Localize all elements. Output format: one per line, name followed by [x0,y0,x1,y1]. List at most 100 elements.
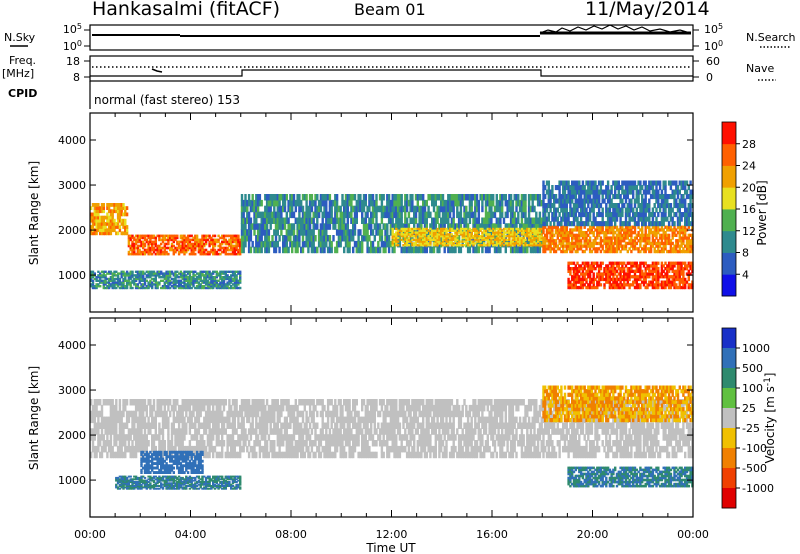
data-cell [194,281,197,284]
data-cell [124,276,127,279]
data-cell [461,231,464,234]
data-cell [230,276,233,279]
data-cell [470,242,473,245]
data-cell [685,194,689,200]
data-cell [353,240,357,248]
data-cell [664,207,667,213]
data-cell [572,241,576,246]
data-cell [147,286,150,290]
data-cell [637,231,640,235]
data-cell [676,194,680,200]
data-cell [405,223,409,230]
data-cell [617,247,620,251]
data-cell [172,236,175,240]
data-cell [438,240,441,243]
data-cell [188,281,192,284]
data-cell [667,194,671,200]
data-cell [660,228,664,232]
data-cell [90,212,93,217]
data-cell [169,286,172,290]
data-cell [578,239,581,243]
data-cell [524,223,527,230]
data-cell [678,221,681,227]
data-cell [404,246,407,254]
data-cell [239,270,242,273]
data-cell [540,244,543,247]
data-cell [402,244,405,247]
data-cell [675,272,678,276]
data-cell [579,239,583,243]
data-cell [641,275,644,279]
data-cell [203,270,206,273]
data-cell [669,285,673,290]
data-cell [596,247,599,251]
data-cell [501,242,504,245]
data-cell [371,211,375,219]
data-cell [256,240,260,248]
data-cell [296,229,299,236]
data-cell [267,229,271,236]
data-cell [468,238,472,241]
data-cell [300,246,303,254]
data-cell [592,233,595,237]
data-cell [605,231,608,235]
data-cell [195,276,199,279]
data-cell [472,236,475,240]
data-cell [300,223,303,230]
data-cell [563,194,567,200]
data-cell [639,189,642,195]
data-cell [414,227,418,231]
data-cell [508,233,511,236]
data-cell [221,277,224,281]
data-cell [414,242,418,245]
data-cell [129,286,132,290]
data-cell [619,272,622,276]
freq-panel: 18 8 60 0 Freq. [MHz] Nave [2,54,776,84]
data-cell [513,217,516,224]
data-cell [393,194,396,201]
data-cell [195,285,199,288]
data-cell [567,233,570,237]
data-cell [172,285,175,288]
data-cell [657,244,660,248]
data-cell [572,272,576,276]
data-cell [387,205,391,213]
data-cell [143,244,147,248]
cpid-panel: CPID normal (fast stereo) 153 [8,81,240,109]
data-cell [632,247,635,251]
data-cell [630,241,633,246]
data-cell [362,205,366,213]
data-cell [583,207,586,213]
data-cell [124,279,127,282]
data-cell [549,244,552,248]
data-cell [466,236,470,240]
data-cell [511,217,515,224]
data-cell [599,267,603,271]
data-cell [497,236,500,240]
data-cell [289,205,292,213]
data-cell [111,276,114,279]
data-cell [673,264,676,268]
data-cell [475,235,479,242]
data-cell [606,244,610,248]
data-cell [204,240,208,244]
data-cell [346,240,349,248]
data-cell [646,272,649,276]
data-cell [95,225,98,229]
data-cell [154,277,157,281]
data-cell [646,285,649,290]
data-cell [107,272,111,275]
data-cell [93,209,96,214]
data-cell [425,223,428,230]
data-cell [535,242,538,245]
data-cell [448,199,452,207]
data-cell [344,199,348,207]
data-cell [274,194,278,201]
data-cell [113,283,116,286]
data-cell [436,246,439,254]
data-cell [477,223,480,230]
data-cell [486,227,489,231]
data-cell [325,235,328,242]
data-cell [680,280,683,284]
data-cell [158,236,161,240]
